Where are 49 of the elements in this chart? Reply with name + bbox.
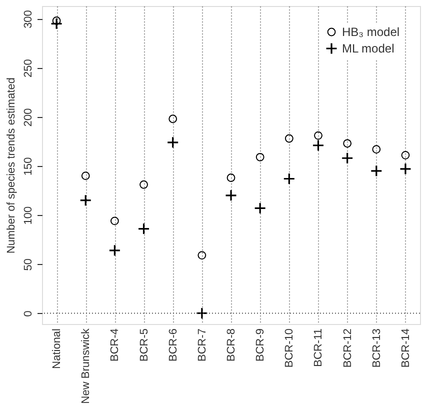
point <box>314 131 322 140</box>
point <box>401 150 410 160</box>
x-tick-label: New Brunswick <box>80 328 92 404</box>
point <box>372 145 381 154</box>
point <box>256 152 264 162</box>
point <box>254 202 266 214</box>
point <box>283 172 296 185</box>
x-tick-label: National <box>51 328 64 369</box>
point <box>370 164 382 177</box>
x-tick-label: BCR-8 <box>226 328 238 362</box>
point <box>50 18 63 30</box>
x-tick-label: BCR-12 <box>342 328 354 368</box>
point <box>168 114 178 124</box>
y-tick-label: 50 <box>22 258 34 271</box>
point <box>81 172 90 180</box>
point <box>166 136 179 148</box>
point <box>110 216 119 226</box>
point <box>343 139 352 148</box>
point <box>138 222 150 235</box>
y-tick-label: 0 <box>22 310 34 317</box>
x-tick-label: BCR-4 <box>109 328 122 362</box>
x-tick-label: BCR-7 <box>196 328 208 362</box>
x-tick-label: BCR-6 <box>167 328 180 362</box>
y-tick-label: 150 <box>22 157 34 176</box>
x-tick-label: BCR-13 <box>370 328 383 368</box>
y-tick-label: 100 <box>22 206 34 225</box>
point <box>284 134 294 143</box>
legend-label: HB₃ model <box>342 25 400 39</box>
point <box>108 244 121 256</box>
point <box>341 152 354 164</box>
point <box>196 307 208 320</box>
point <box>312 139 324 152</box>
point <box>226 174 236 182</box>
x-tick-label: BCR-10 <box>284 328 296 368</box>
x-tick-label: BCR-9 <box>254 328 267 362</box>
y-tick-label: 300 <box>22 10 34 28</box>
point <box>52 16 61 25</box>
y-tick-label: 200 <box>22 108 34 127</box>
legend-label: ML model <box>342 42 394 56</box>
x-tick-label: BCR-11 <box>312 328 325 367</box>
y-tick-label: 250 <box>22 59 34 78</box>
point <box>224 189 238 202</box>
x-tick-label: BCR-5 <box>138 328 150 362</box>
point <box>399 162 412 175</box>
point <box>198 251 206 260</box>
point <box>140 180 148 189</box>
x-tick-label: BCR-14 <box>400 328 412 368</box>
point <box>80 194 92 206</box>
y-axis-title: Number of species trends estimated <box>6 77 18 254</box>
